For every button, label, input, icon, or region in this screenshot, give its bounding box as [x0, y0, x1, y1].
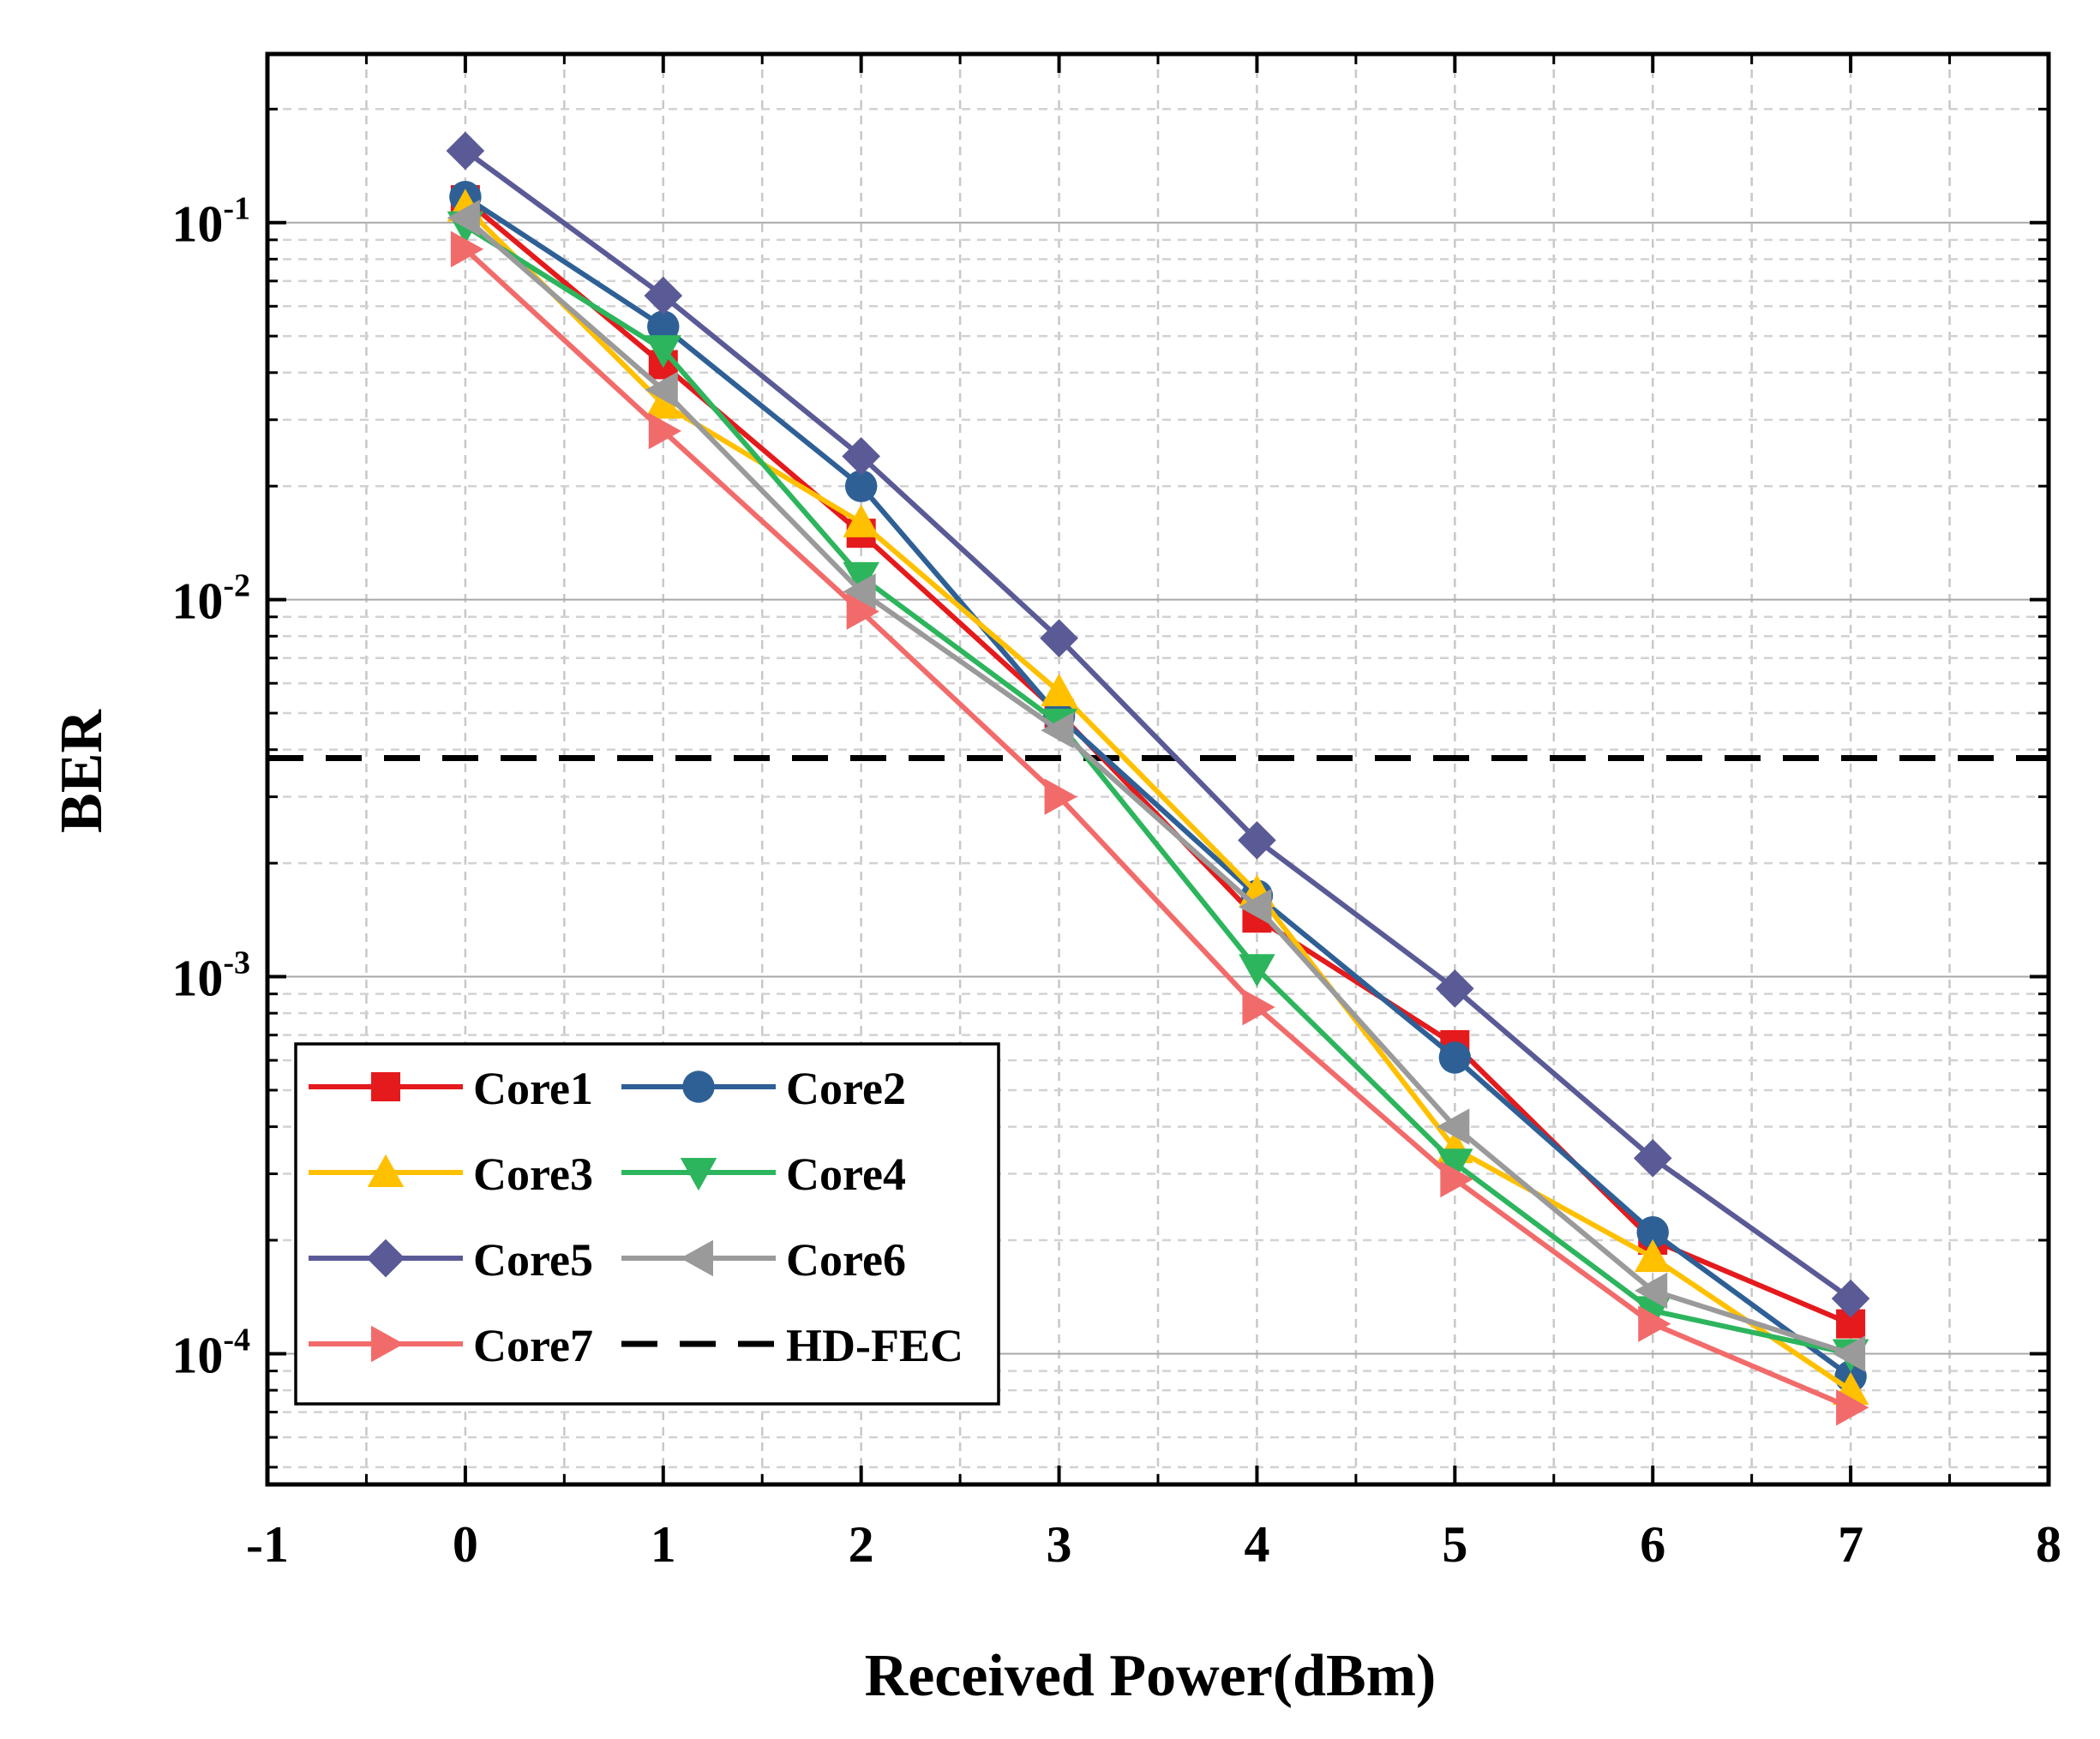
x-tick-label: 6 [1640, 1516, 1665, 1573]
legend-swatch-marker [371, 1072, 400, 1101]
x-tick-label: 0 [453, 1516, 478, 1573]
y-tick-label: 10-3 [171, 945, 250, 1007]
legend-item-core7: Core7 [309, 1320, 593, 1371]
data-point-core3 [1041, 673, 1077, 707]
series-line-core2 [464, 195, 1852, 1379]
data-point-core5 [1238, 821, 1276, 860]
legend-label: HD-FEC [786, 1320, 963, 1371]
data-point-core3 [843, 504, 879, 537]
data-point-core6 [447, 199, 480, 237]
y-axis-label: BER [49, 709, 115, 833]
data-point-core7 [1440, 1160, 1473, 1198]
legend: Core1 Core2 Core3 Core4 Core5 Core6 Core7 HD-FE… [294, 1042, 1000, 1406]
x-tick-label: 1 [651, 1516, 676, 1573]
data-point-core5 [842, 437, 880, 476]
data-point-core5 [644, 276, 683, 315]
data-point-core5 [1633, 1139, 1672, 1178]
series-core6 [447, 199, 1866, 1372]
series-line-core7 [463, 247, 1852, 1410]
data-point-core4 [1437, 1148, 1473, 1182]
legend-item-core1: Core1 [309, 1063, 593, 1114]
data-point-core2 [647, 310, 680, 343]
legend-label: Core2 [786, 1063, 906, 1114]
legend-item-core6: Core6 [621, 1234, 906, 1286]
data-point-core4 [843, 561, 879, 596]
data-point-core5 [1040, 619, 1078, 657]
axis-layer: -1 0 1 2 3 4 5 6 7 8 10-4 10-3 10-2 10-1 [171, 51, 2061, 1573]
data-point-core5 [446, 131, 485, 171]
y-tick-label: 10-2 [171, 568, 250, 630]
data-point-core7 [1242, 988, 1275, 1026]
legend-item-core5: Core5 [309, 1234, 593, 1286]
data-point-core5 [1436, 969, 1474, 1008]
x-tick-label: 3 [1047, 1516, 1072, 1573]
data-point-core7 [648, 412, 682, 450]
legend-item-core2: Core2 [621, 1063, 906, 1114]
legend-label: Core1 [473, 1063, 593, 1114]
legend-swatch-marker [366, 1238, 405, 1278]
series-core7 [450, 231, 1869, 1426]
legend-item-core4: Core4 [621, 1148, 906, 1200]
data-point-core6 [1239, 889, 1272, 926]
legend-swatch-marker [371, 1325, 405, 1363]
data-point-core7 [1044, 778, 1077, 815]
data-point-core4 [1239, 954, 1275, 987]
legend-label: Core5 [473, 1234, 593, 1286]
series-core5 [446, 131, 1870, 1318]
legend-label: Core4 [786, 1148, 906, 1200]
y-tick-label: 10-4 [171, 1322, 250, 1383]
legend-swatch-marker [680, 1158, 717, 1191]
data-point-core6 [1041, 711, 1074, 749]
x-tick-label: 4 [1244, 1516, 1269, 1573]
legend-swatch-marker [367, 1154, 405, 1187]
data-point-core7 [846, 593, 879, 630]
legend-label: Core3 [473, 1148, 593, 1200]
x-tick-label: 8 [2036, 1516, 2061, 1573]
x-tick-label: 5 [1442, 1516, 1467, 1573]
series-layer [446, 131, 1870, 1426]
legend-swatch-marker [682, 1070, 715, 1103]
data-point-core2 [844, 470, 878, 502]
legend-item-core3: Core3 [309, 1148, 593, 1200]
data-point-core2 [1636, 1215, 1669, 1249]
series-line-core4 [464, 224, 1851, 1357]
data-point-core7 [1638, 1305, 1671, 1342]
data-point-core2 [1438, 1041, 1472, 1074]
data-point-core6 [1634, 1272, 1668, 1310]
data-point-core4 [645, 335, 682, 369]
data-point-core7 [450, 231, 484, 268]
legend-label: Core7 [473, 1320, 593, 1371]
x-tick-label: 7 [1838, 1516, 1863, 1573]
legend-swatch-marker [680, 1239, 713, 1277]
data-point-core6 [645, 371, 678, 409]
legend-label: Core6 [786, 1234, 906, 1286]
data-point-core3 [645, 386, 682, 419]
data-point-core5 [1831, 1279, 1870, 1318]
y-tick-label: 10-1 [171, 191, 250, 253]
data-point-core7 [1836, 1388, 1869, 1426]
x-tick-label: 2 [849, 1516, 874, 1573]
data-point-core3 [1634, 1238, 1671, 1273]
data-point-core6 [1437, 1108, 1470, 1145]
data-point-core6 [843, 573, 876, 610]
series-line-core6 [463, 215, 1852, 1357]
legend-item-hd-fec: HD-FEC [621, 1320, 963, 1371]
data-point-core6 [1832, 1335, 1866, 1372]
x-axis-label: Received Power(dBm) [865, 1643, 1437, 1709]
series-line-core5 [464, 148, 1852, 1301]
x-tick-label: -1 [246, 1516, 289, 1573]
